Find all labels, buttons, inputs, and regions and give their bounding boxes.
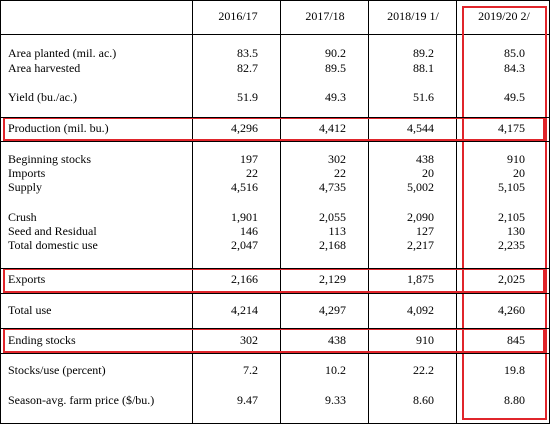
table-cell: 22 (334, 166, 346, 180)
row-separator (0, 117, 550, 118)
table-cell: 4,544 (407, 121, 434, 135)
table-cell: 20 (513, 166, 525, 180)
column-header: 2016/17 (218, 9, 258, 23)
table-cell: 8.80 (504, 393, 525, 407)
table-cell: 127 (416, 224, 434, 238)
table-cell: 2,047 (231, 238, 258, 252)
row-label: Crush (8, 210, 37, 224)
table-top-border (0, 0, 550, 1)
row-label: Area planted (mil. ac.) (8, 46, 117, 60)
table-cell: 438 (416, 152, 434, 166)
table-cell: 7.2 (243, 363, 258, 377)
row-label: Season-avg. farm price ($/bu.) (8, 393, 155, 407)
table-cell: 5,105 (498, 180, 525, 194)
column-divider (280, 0, 281, 424)
table-cell: 4,092 (407, 303, 434, 317)
highlight-box-exports (3, 268, 545, 293)
row-separator (0, 328, 550, 329)
table-cell: 90.2 (325, 46, 346, 60)
row-label: Ending stocks (8, 333, 76, 347)
table-cell: 89.2 (413, 46, 434, 60)
table-cell: 9.33 (325, 393, 346, 407)
table-cell: 4,297 (319, 303, 346, 317)
table-cell: 1,875 (407, 272, 434, 286)
table-cell: 438 (328, 333, 346, 347)
row-label: Area harvested (8, 61, 81, 75)
table-cell: 130 (507, 224, 525, 238)
table-cell: 4,516 (231, 180, 258, 194)
column-divider (192, 0, 193, 424)
table-cell: 4,412 (319, 121, 346, 135)
header-bottom-border (0, 34, 550, 35)
table-cell: 22.2 (413, 363, 434, 377)
table-cell: 82.7 (237, 61, 258, 75)
table-cell: 4,260 (498, 303, 525, 317)
highlight-box-2019-20-column (462, 6, 547, 420)
table-cell: 4,735 (319, 180, 346, 194)
column-header: 2019/20 2/ (478, 9, 530, 23)
table-cell: 146 (240, 224, 258, 238)
row-separator (0, 141, 550, 142)
table-cell: 89.5 (325, 61, 346, 75)
table-cell: 910 (416, 333, 434, 347)
table-cell: 197 (240, 152, 258, 166)
table-cell: 302 (240, 333, 258, 347)
row-label: Production (mil. bu.) (8, 121, 109, 135)
table-cell: 2,168 (319, 238, 346, 252)
table-cell: 51.6 (413, 90, 434, 104)
table-cell: 83.5 (237, 46, 258, 60)
table-cell: 2,105 (498, 210, 525, 224)
table-cell: 302 (328, 152, 346, 166)
table-cell: 845 (507, 333, 525, 347)
table-cell: 22 (246, 166, 258, 180)
table-cell: 8.60 (413, 393, 434, 407)
table-cell: 5,002 (407, 180, 434, 194)
column-header: 2017/18 (305, 9, 345, 23)
table-cell: 49.3 (325, 90, 346, 104)
column-divider (368, 0, 369, 424)
highlight-box-production (3, 117, 545, 141)
table-cell: 10.2 (325, 363, 346, 377)
table-cell: 88.1 (413, 61, 434, 75)
row-label: Exports (8, 272, 46, 286)
table-cell: 2,090 (407, 210, 434, 224)
table-cell: 113 (328, 224, 346, 238)
row-label: Seed and Residual (8, 224, 97, 238)
table-cell: 20 (422, 166, 434, 180)
table-cell: 49.5 (504, 90, 525, 104)
table-cell: 51.9 (237, 90, 258, 104)
table-cell: 85.0 (504, 46, 525, 60)
table-cell: 2,166 (231, 272, 258, 286)
table-cell: 910 (507, 152, 525, 166)
row-label: Total domestic use (8, 238, 98, 252)
row-label: Stocks/use (percent) (8, 363, 106, 377)
table-cell: 2,055 (319, 210, 346, 224)
row-separator (0, 268, 550, 269)
table-cell: 4,296 (231, 121, 258, 135)
row-label: Imports (8, 166, 46, 180)
row-separator (0, 353, 550, 354)
table-cell: 4,175 (498, 121, 525, 135)
column-divider (0, 0, 1, 424)
table-cell: 1,901 (231, 210, 258, 224)
table-cell: 9.47 (237, 393, 258, 407)
table-cell: 4,214 (231, 303, 258, 317)
row-label: Supply (8, 180, 43, 194)
row-label: Total use (8, 303, 52, 317)
row-label: Yield (bu./ac.) (8, 90, 77, 104)
table-cell: 19.8 (504, 363, 525, 377)
column-divider (456, 0, 457, 424)
table-cell: 2,235 (498, 238, 525, 252)
table-cell: 2,025 (498, 272, 525, 286)
table-cell: 84.3 (504, 61, 525, 75)
row-label: Beginning stocks (8, 152, 91, 166)
row-separator (0, 293, 550, 294)
highlight-box-ending-stocks (3, 328, 545, 353)
column-header: 2018/19 1/ (387, 9, 439, 23)
table-cell: 2,129 (319, 272, 346, 286)
table-cell: 2,217 (407, 238, 434, 252)
